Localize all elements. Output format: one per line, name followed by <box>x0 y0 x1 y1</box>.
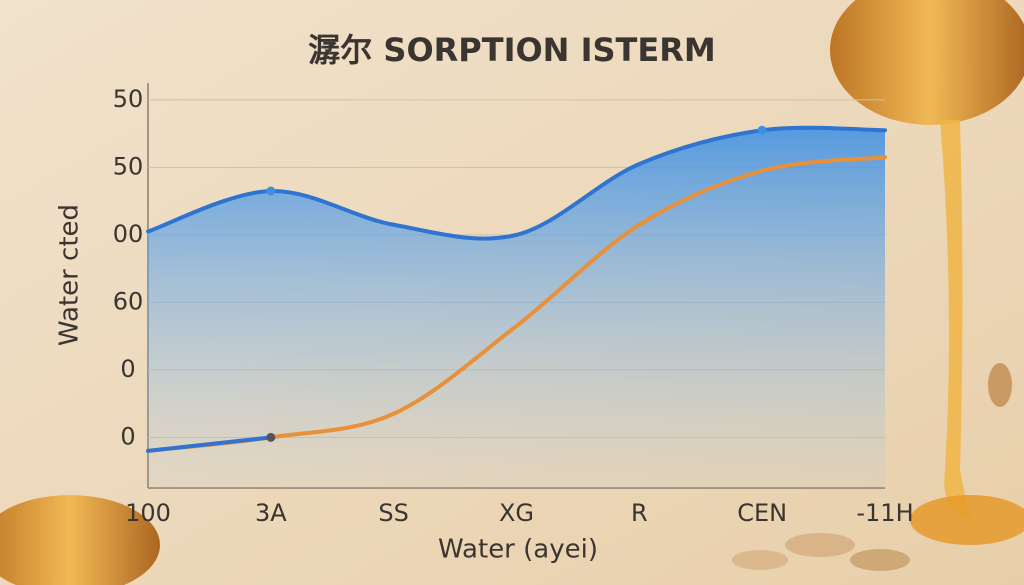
y-tick-label: 00 <box>113 220 144 248</box>
x-tick-label: SS <box>378 499 408 527</box>
x-tick-label: XG <box>499 499 534 527</box>
y-tick-label: 50 <box>113 85 144 113</box>
y-tick-label: 50 <box>113 152 144 180</box>
line-segment <box>146 435 273 453</box>
y-tick-label: 0 <box>120 422 135 450</box>
point <box>266 432 276 442</box>
point <box>266 186 276 196</box>
x-tick-label: CEN <box>737 499 787 527</box>
y-axis-label: Water cted <box>55 204 85 346</box>
point <box>757 125 767 135</box>
area <box>148 127 885 488</box>
x-tick-label: 3A <box>255 499 287 527</box>
x-tick-label: 100 <box>125 499 171 527</box>
y-tick-label: 0 <box>120 355 135 383</box>
y-tick-label: 60 <box>113 287 144 315</box>
x-tick-label: -11H <box>856 499 913 527</box>
x-axis-label: Water (ayei) <box>438 535 598 565</box>
chart-title: 潺尔 SORPTION ISTERM <box>308 31 715 69</box>
x-tick-label: R <box>631 499 648 527</box>
